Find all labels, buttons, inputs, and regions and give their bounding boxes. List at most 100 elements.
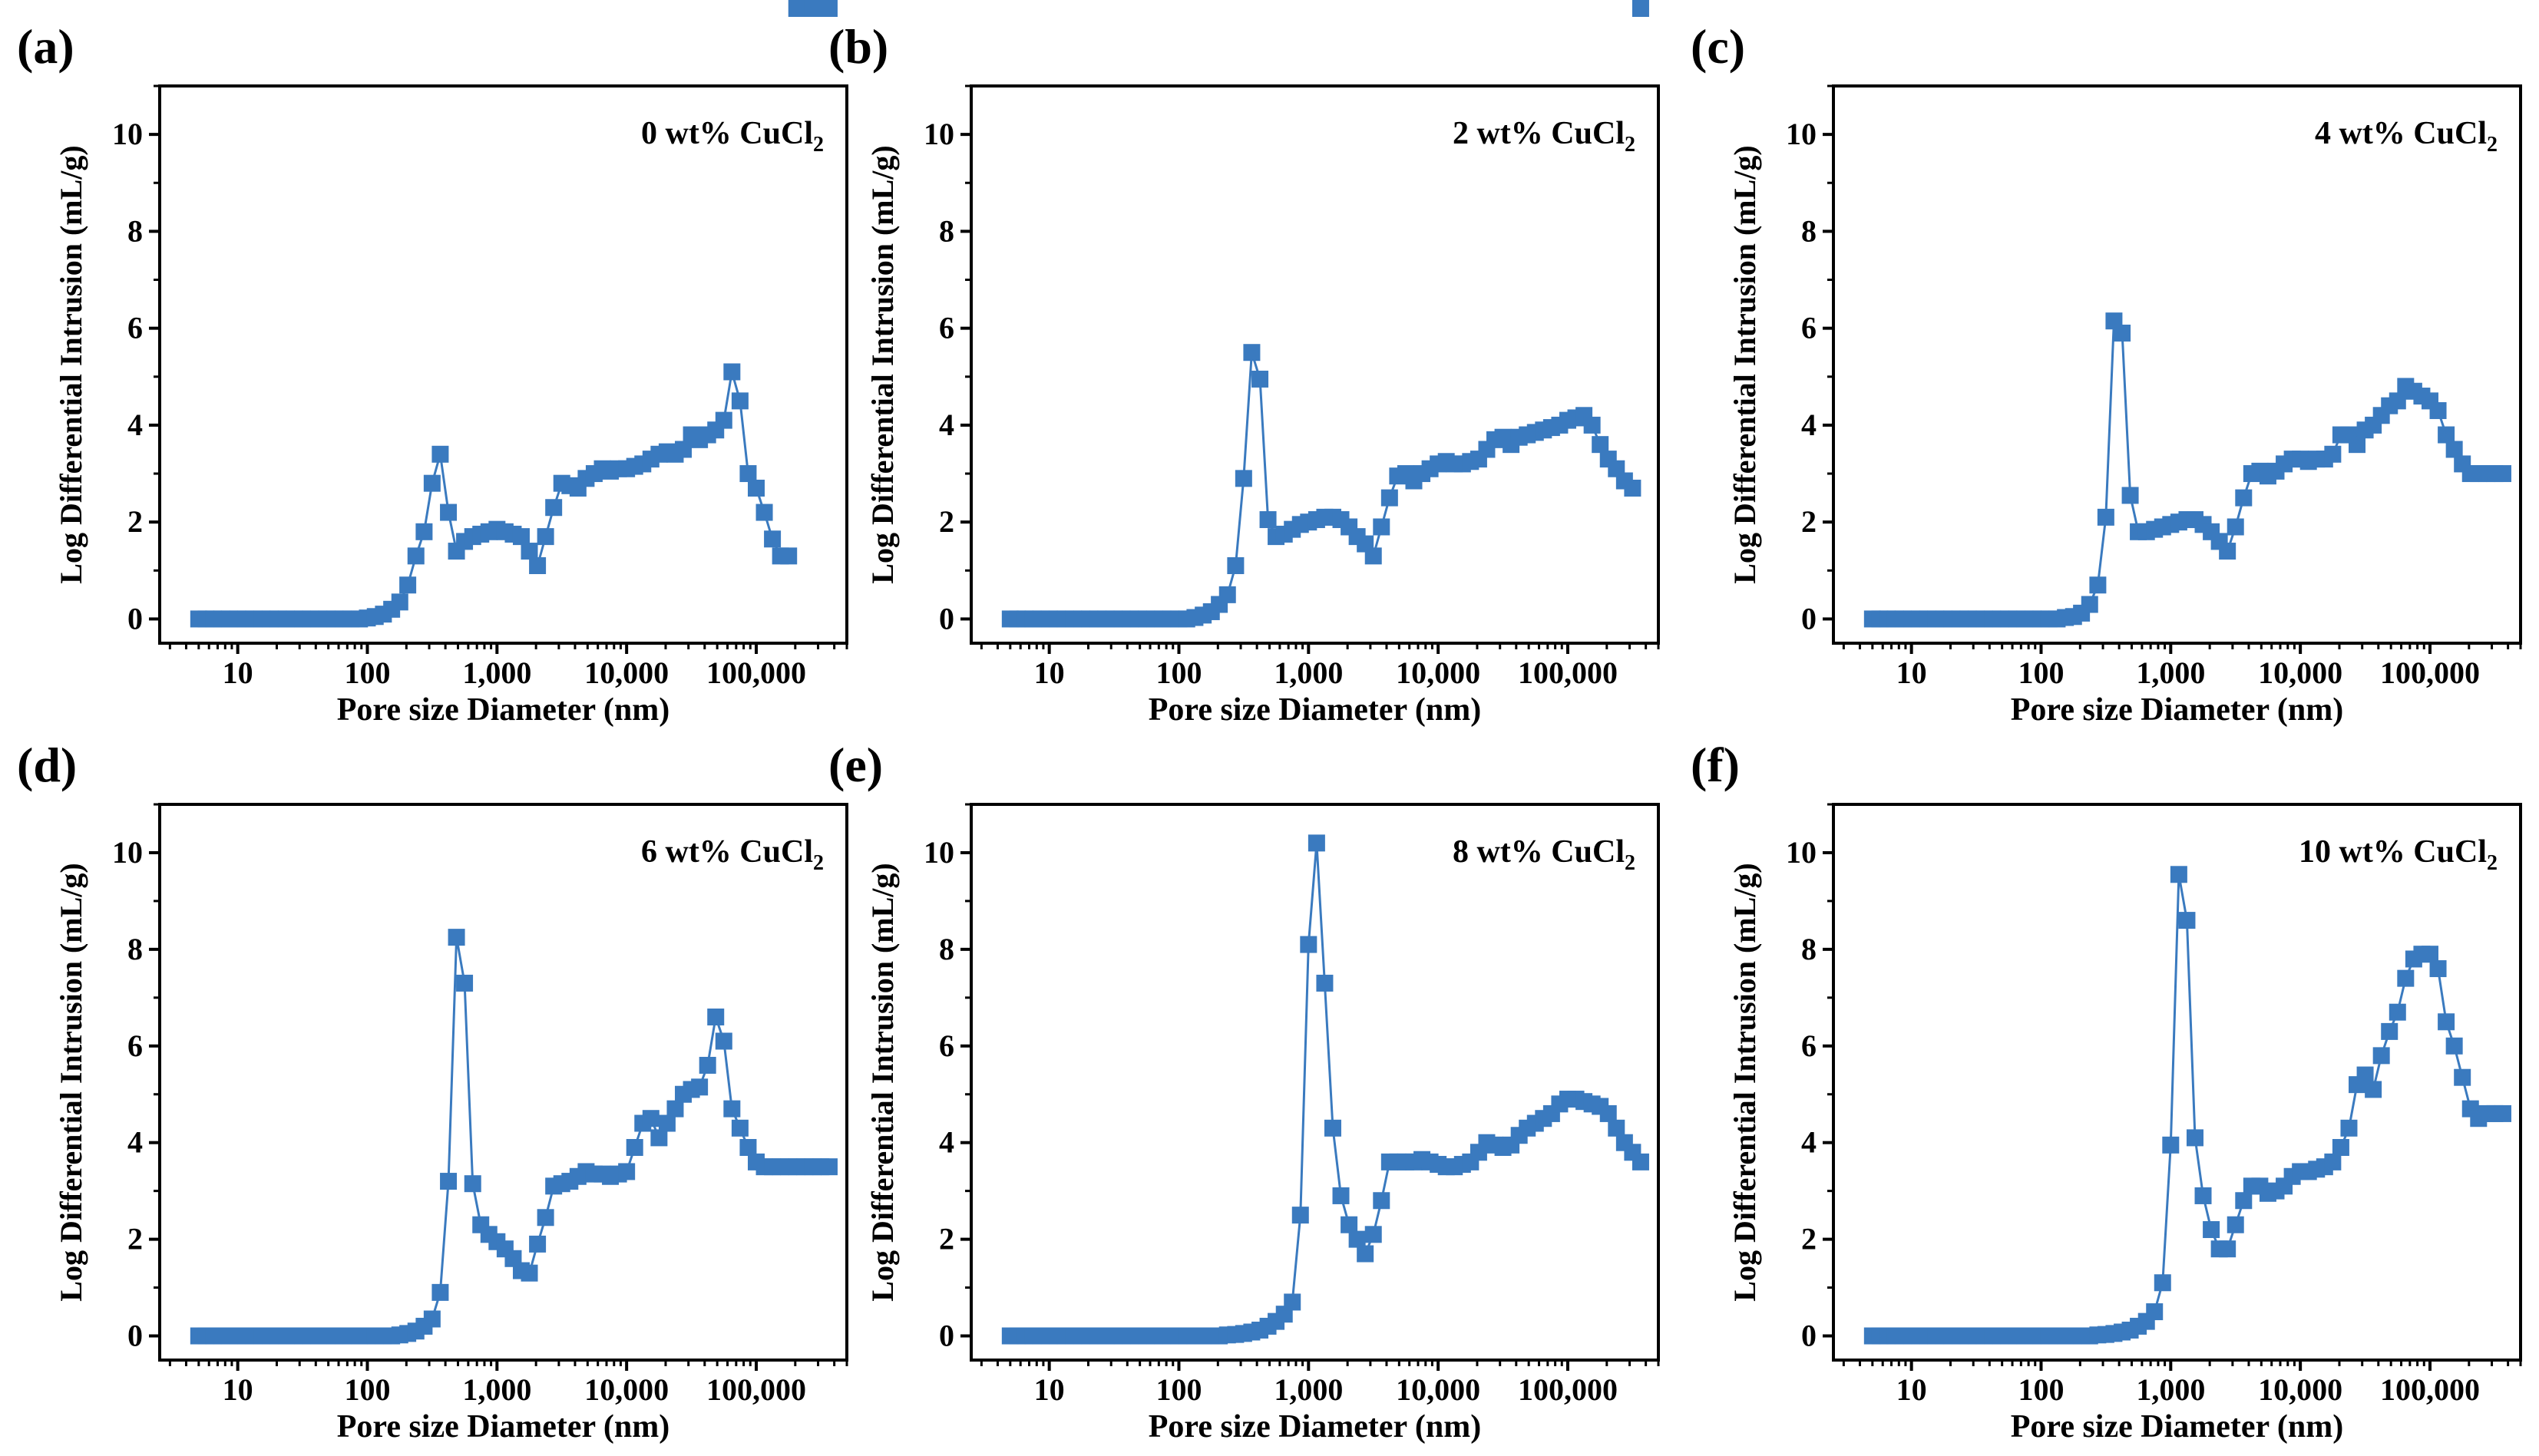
series-label-subscript: 2 xyxy=(813,133,824,157)
y-tick-label: 4 xyxy=(1801,408,1817,442)
data-point xyxy=(415,523,433,540)
y-tick-label: 8 xyxy=(939,932,954,966)
data-point xyxy=(1243,344,1261,362)
y-tick-label: 4 xyxy=(127,408,143,442)
data-point xyxy=(2381,1022,2398,1040)
data-point xyxy=(2081,596,2098,613)
panel-label: (b) xyxy=(828,19,888,74)
series-label-subscript: 2 xyxy=(1625,133,1635,157)
x-tick-label: 10,000 xyxy=(584,655,669,690)
series-label: 4 wt% CuCl2 xyxy=(2315,116,2498,157)
y-axis-title: Log Differential Intrusion (mL/g) xyxy=(1727,145,1762,583)
chart-panel: (b) 0 2 4 6 8 10 10 100 1,000 10,000 100,000 Pore si… xyxy=(828,0,1660,728)
data-point xyxy=(666,1100,684,1118)
data-point xyxy=(399,576,417,594)
data-point xyxy=(755,503,773,521)
data-point xyxy=(456,974,474,992)
series-label: 6 wt% CuCl2 xyxy=(641,834,824,875)
data-point xyxy=(2438,1013,2455,1031)
data-point xyxy=(2438,426,2455,444)
series-label-text: 2 wt% CuCl xyxy=(1453,116,1625,151)
chart-panel: (a) 0 2 4 6 8 10 10 100 1,000 10,000 100,000 Pore si… xyxy=(17,0,848,728)
x-axis-title: Pore size Diameter (nm) xyxy=(2011,692,2343,728)
data-point xyxy=(2194,1187,2212,1204)
y-tick-label: 0 xyxy=(939,1319,954,1353)
data-point xyxy=(1599,1104,1617,1122)
y-tick-label: 2 xyxy=(939,504,954,539)
data-point xyxy=(1357,1245,1374,1263)
data-point xyxy=(764,530,782,548)
x-tick-label: 10 xyxy=(1896,1372,1927,1407)
y-tick-label: 10 xyxy=(112,117,143,151)
x-tick-label: 10,000 xyxy=(2258,655,2342,690)
x-tick-label: 10 xyxy=(1896,655,1927,690)
data-point xyxy=(2121,487,2139,504)
series-line xyxy=(1010,843,1642,1337)
data-point xyxy=(1316,974,1334,992)
data-point xyxy=(512,528,530,546)
panel-label: (e) xyxy=(828,738,883,792)
x-tick-label: 100,000 xyxy=(706,655,806,690)
series-label-subscript: 2 xyxy=(813,851,824,875)
plot-frame xyxy=(1832,84,2522,645)
data-point xyxy=(747,479,765,497)
y-tick-label: 2 xyxy=(1801,504,1817,539)
x-tick-label: 100 xyxy=(2018,655,2064,690)
x-tick-label: 10 xyxy=(1034,655,1065,690)
y-tick-label: 6 xyxy=(939,311,954,345)
data-point xyxy=(2454,1068,2471,1086)
data-point xyxy=(2162,1136,2180,1154)
plot-frame xyxy=(970,84,1660,645)
data-point xyxy=(707,1009,725,1026)
data-point xyxy=(675,441,693,458)
data-point xyxy=(521,1264,538,1282)
data-point xyxy=(537,1209,554,1227)
data-point xyxy=(1332,1187,1350,1204)
x-tick-label: 10 xyxy=(223,655,253,690)
panel-label: (f) xyxy=(1691,738,1740,792)
data-point xyxy=(723,1100,741,1118)
plot-frame xyxy=(158,803,848,1362)
data-point xyxy=(642,1110,660,1127)
data-point xyxy=(650,1129,668,1147)
data-point xyxy=(2219,1240,2237,1258)
data-point xyxy=(545,499,563,517)
y-tick-label: 10 xyxy=(924,835,954,870)
y-tick-label: 6 xyxy=(939,1028,954,1063)
data-point xyxy=(1373,1192,1390,1210)
data-point xyxy=(1291,1207,1309,1224)
data-point xyxy=(715,411,732,429)
data-point xyxy=(1624,479,1641,497)
y-tick-label: 6 xyxy=(127,311,143,345)
data-point xyxy=(715,1032,732,1050)
y-tick-label: 0 xyxy=(1801,601,1817,636)
data-point xyxy=(2445,1037,2463,1055)
data-point xyxy=(691,1078,709,1096)
x-tick-label: 10,000 xyxy=(584,1372,669,1407)
x-tick-label: 100 xyxy=(1155,655,1202,690)
y-tick-label: 8 xyxy=(939,213,954,248)
data-point xyxy=(2332,1138,2349,1156)
data-point xyxy=(820,0,838,17)
data-point xyxy=(2494,465,2511,483)
y-tick-label: 2 xyxy=(127,504,143,539)
data-point xyxy=(1608,1119,1625,1137)
chart-panel: (d) 0 2 4 6 8 10 10 100 1,000 10,000 100,000 Pore si… xyxy=(17,738,848,1444)
y-tick-label: 8 xyxy=(127,213,143,248)
data-point xyxy=(440,1173,458,1190)
series-label-subscript: 2 xyxy=(2487,133,2498,157)
plot-frame xyxy=(1832,803,2522,1362)
data-point xyxy=(529,556,547,574)
chart-panel: (f) 0 2 4 6 8 10 10 100 1,000 10,000 100,000 Pore si… xyxy=(1691,738,2522,1444)
series-label: 0 wt% CuCl2 xyxy=(641,116,824,157)
data-point xyxy=(431,1283,449,1301)
x-tick-label: 1,000 xyxy=(462,1372,531,1407)
series-label: 8 wt% CuCl2 xyxy=(1453,834,1635,875)
data-point xyxy=(1373,518,1390,536)
y-tick-label: 10 xyxy=(924,117,954,151)
y-tick-label: 8 xyxy=(1801,213,1817,248)
x-tick-label: 10,000 xyxy=(2258,1372,2342,1407)
y-tick-label: 4 xyxy=(127,1125,143,1160)
data-point xyxy=(448,929,465,946)
series-label: 2 wt% CuCl2 xyxy=(1453,116,1635,157)
